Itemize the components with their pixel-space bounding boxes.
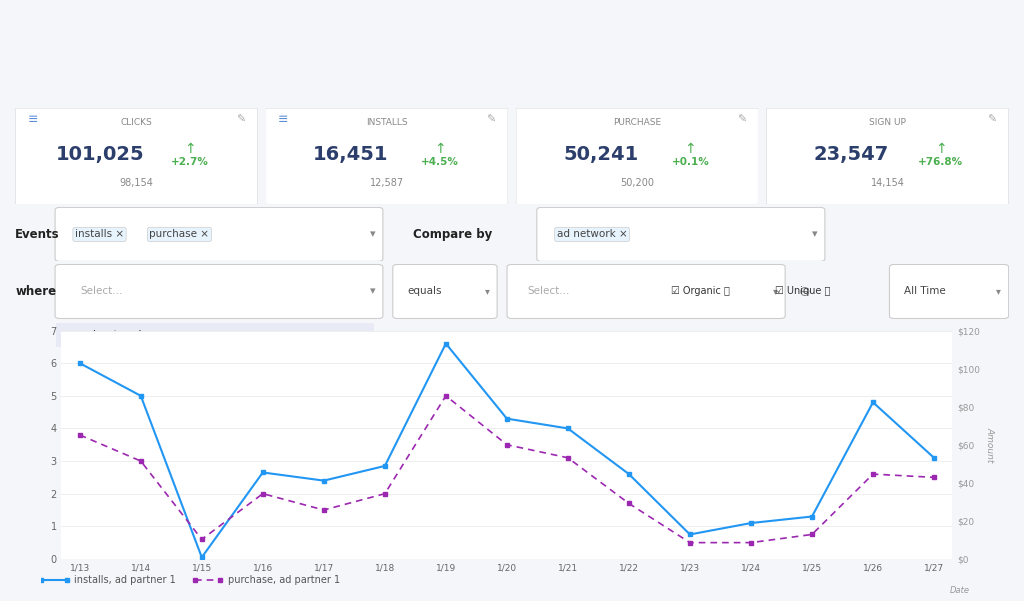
FancyBboxPatch shape [537, 207, 825, 261]
Text: ▾: ▾ [773, 287, 777, 296]
FancyBboxPatch shape [393, 264, 497, 319]
FancyBboxPatch shape [766, 108, 1009, 204]
Text: ▾: ▾ [996, 287, 1001, 296]
FancyBboxPatch shape [266, 108, 508, 204]
Text: 50,200: 50,200 [621, 178, 654, 188]
Text: equals: equals [408, 287, 442, 296]
Text: ✎: ✎ [237, 115, 246, 125]
Text: Events: Events [15, 228, 60, 241]
Text: 23,547: 23,547 [814, 145, 889, 164]
Text: Date: Date [950, 587, 970, 596]
Text: ↑: ↑ [184, 142, 196, 156]
Text: ▾: ▾ [370, 230, 376, 239]
FancyBboxPatch shape [55, 264, 383, 319]
Text: PURCHASE: PURCHASE [613, 118, 662, 127]
Text: SIGN UP: SIGN UP [869, 118, 906, 127]
FancyBboxPatch shape [516, 108, 758, 204]
Text: conversion value: conversion value [82, 431, 177, 441]
Text: ▾: ▾ [812, 230, 818, 239]
Text: app id: app id [82, 355, 117, 365]
Text: 50,241: 50,241 [563, 145, 639, 164]
Text: Select...: Select... [527, 287, 569, 296]
Y-axis label: Amount: Amount [985, 427, 994, 462]
Text: ✎: ✎ [987, 115, 996, 125]
FancyBboxPatch shape [507, 264, 785, 319]
Text: ⊖: ⊖ [799, 284, 811, 299]
Text: ↑: ↑ [685, 142, 696, 156]
Text: purchase, ad partner 1: purchase, ad partner 1 [227, 575, 340, 585]
Text: ☑ Unique ⓘ: ☑ Unique ⓘ [775, 287, 830, 296]
FancyBboxPatch shape [56, 323, 374, 347]
FancyBboxPatch shape [55, 207, 383, 261]
Text: ↑: ↑ [935, 142, 946, 156]
Text: ad network ×: ad network × [557, 230, 628, 239]
Text: purchase ×: purchase × [150, 230, 210, 239]
Text: ▾: ▾ [484, 287, 489, 296]
Text: ✎: ✎ [486, 115, 496, 125]
Text: 101,025: 101,025 [56, 145, 144, 164]
FancyBboxPatch shape [890, 264, 1009, 319]
Text: app version: app version [82, 380, 147, 391]
Text: where: where [15, 285, 56, 298]
Text: ▾: ▾ [370, 287, 376, 296]
Text: ↑: ↑ [434, 142, 445, 156]
Text: ≡: ≡ [278, 113, 289, 126]
Text: campaign id: campaign id [82, 406, 151, 416]
Text: ad network: ad network [82, 331, 144, 340]
Text: +4.5%: +4.5% [421, 157, 459, 167]
FancyBboxPatch shape [15, 108, 258, 204]
Text: All Time: All Time [904, 287, 946, 296]
Text: Compare by: Compare by [413, 228, 492, 241]
Text: installs ×: installs × [75, 230, 124, 239]
Text: INSTALLS: INSTALLS [366, 118, 408, 127]
Text: 16,451: 16,451 [312, 145, 388, 164]
Text: +0.1%: +0.1% [672, 157, 710, 167]
Text: ☑ Organic ⓘ: ☑ Organic ⓘ [671, 287, 730, 296]
Text: +76.8%: +76.8% [919, 157, 964, 167]
Text: 14,154: 14,154 [870, 178, 904, 188]
Text: ✎: ✎ [737, 115, 746, 125]
Text: Select...: Select... [80, 287, 122, 296]
Text: CLICKS: CLICKS [121, 118, 153, 127]
Text: 98,154: 98,154 [120, 178, 154, 188]
Text: installs, ad partner 1: installs, ad partner 1 [75, 575, 176, 585]
Text: 12,587: 12,587 [370, 178, 403, 188]
Text: ≡: ≡ [28, 113, 38, 126]
Text: +2.7%: +2.7% [171, 157, 209, 167]
